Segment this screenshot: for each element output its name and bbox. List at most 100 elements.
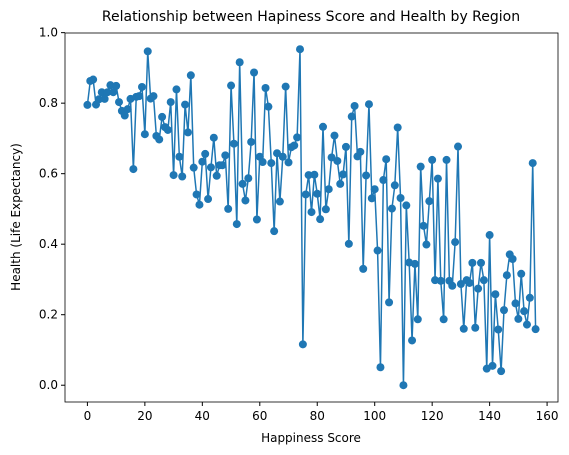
point xyxy=(258,158,267,167)
plot-frame xyxy=(64,32,559,403)
point xyxy=(270,227,279,236)
point xyxy=(100,94,109,103)
point xyxy=(304,171,313,180)
point xyxy=(422,240,431,249)
point xyxy=(396,194,405,203)
point xyxy=(135,92,144,101)
point xyxy=(367,194,376,203)
point xyxy=(186,71,195,80)
point xyxy=(465,278,474,287)
point xyxy=(204,195,213,204)
point xyxy=(485,231,494,240)
point xyxy=(301,190,310,199)
point xyxy=(436,276,445,285)
point xyxy=(109,88,118,97)
point xyxy=(387,204,396,213)
point xyxy=(410,259,419,268)
x-tick-label: 120 xyxy=(421,409,444,423)
point xyxy=(336,179,345,188)
point xyxy=(382,155,391,164)
point xyxy=(140,130,149,139)
point xyxy=(169,171,178,180)
point xyxy=(390,181,399,190)
point xyxy=(293,133,302,142)
point xyxy=(494,325,503,334)
point xyxy=(218,161,227,170)
point xyxy=(163,125,172,134)
point xyxy=(261,84,270,93)
point xyxy=(370,185,379,194)
point xyxy=(241,196,250,205)
point xyxy=(520,307,529,316)
point xyxy=(206,163,215,172)
point xyxy=(491,290,500,299)
point xyxy=(393,123,402,132)
point xyxy=(364,100,373,109)
point xyxy=(155,135,164,144)
point xyxy=(333,156,342,165)
point xyxy=(316,215,325,224)
point xyxy=(123,105,132,114)
point xyxy=(275,197,284,206)
point xyxy=(502,271,511,280)
x-tick-label: 100 xyxy=(363,409,386,423)
point xyxy=(264,102,273,111)
point xyxy=(517,269,526,278)
point xyxy=(433,174,442,183)
point xyxy=(201,149,210,158)
point xyxy=(175,152,184,161)
point xyxy=(399,381,408,390)
point xyxy=(347,112,356,121)
x-axis-label: Happiness Score xyxy=(261,431,361,445)
point xyxy=(290,141,299,150)
point xyxy=(454,142,463,151)
point xyxy=(310,170,319,179)
point xyxy=(172,85,181,94)
point xyxy=(89,75,98,84)
x-tick-label: 80 xyxy=(310,409,325,423)
point xyxy=(459,324,468,333)
point xyxy=(356,147,365,156)
y-tick-label: 0.0 xyxy=(39,378,58,392)
point xyxy=(456,280,465,289)
point xyxy=(189,163,198,172)
point xyxy=(511,299,520,308)
point xyxy=(514,314,523,323)
point xyxy=(224,204,233,213)
point xyxy=(238,179,247,188)
point xyxy=(402,201,411,210)
point xyxy=(284,158,293,167)
point xyxy=(522,320,531,329)
point xyxy=(278,152,287,161)
point xyxy=(94,95,103,104)
point xyxy=(198,157,207,166)
point xyxy=(448,281,457,290)
point xyxy=(419,221,428,230)
point xyxy=(129,165,138,174)
point xyxy=(408,336,417,345)
point xyxy=(250,68,259,77)
point xyxy=(474,284,483,293)
point xyxy=(359,264,368,273)
point xyxy=(229,139,238,148)
point xyxy=(488,361,497,370)
x-tick-label: 160 xyxy=(536,409,559,423)
point xyxy=(439,315,448,324)
point xyxy=(281,82,290,91)
point xyxy=(221,151,230,160)
y-tick-label: 1.0 xyxy=(39,26,58,40)
point xyxy=(149,92,158,101)
point xyxy=(413,315,422,324)
point xyxy=(137,82,146,91)
point xyxy=(499,306,508,315)
point xyxy=(442,155,451,164)
y-tick-label: 0.2 xyxy=(39,308,58,322)
y-tick-label: 0.4 xyxy=(39,237,58,251)
point xyxy=(385,298,394,307)
point xyxy=(209,133,218,142)
point xyxy=(296,45,305,54)
point xyxy=(477,258,486,267)
point xyxy=(143,47,152,56)
point xyxy=(252,215,261,224)
